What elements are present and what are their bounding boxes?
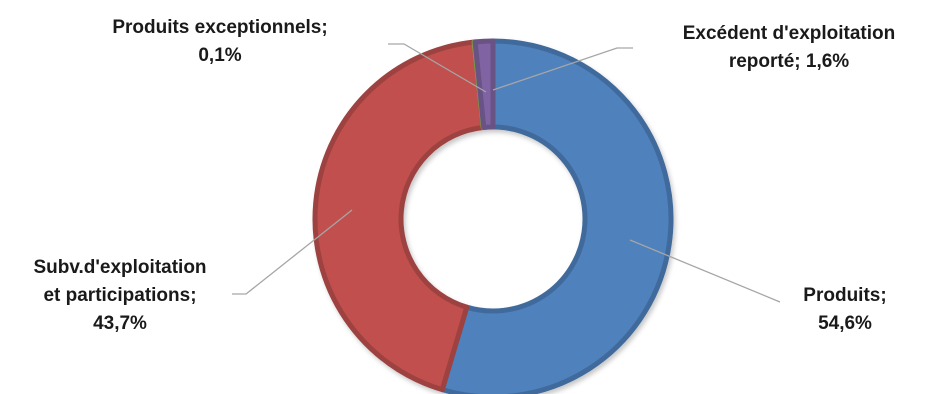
label-subv-exploitation: Subv.d'exploitation et participations; 4… [33,257,207,334]
label-produits-exceptionnels: Produits exceptionnels; 0,1% [112,17,328,66]
leader-subv-exploitation [232,209,353,295]
leader-excedent-exploitation [492,47,633,91]
slice-produits [439,38,674,394]
label-excedent-exploitation: Excédent d'exploitation reporté; 1,6% [682,23,896,72]
leader-produits [629,239,781,303]
slice-excedent-exploitation [472,38,496,130]
label-produits: Produits; 54,6% [803,285,887,334]
leader-produits-exceptionnels [388,43,487,93]
slice-subv-exploitation [312,39,486,393]
